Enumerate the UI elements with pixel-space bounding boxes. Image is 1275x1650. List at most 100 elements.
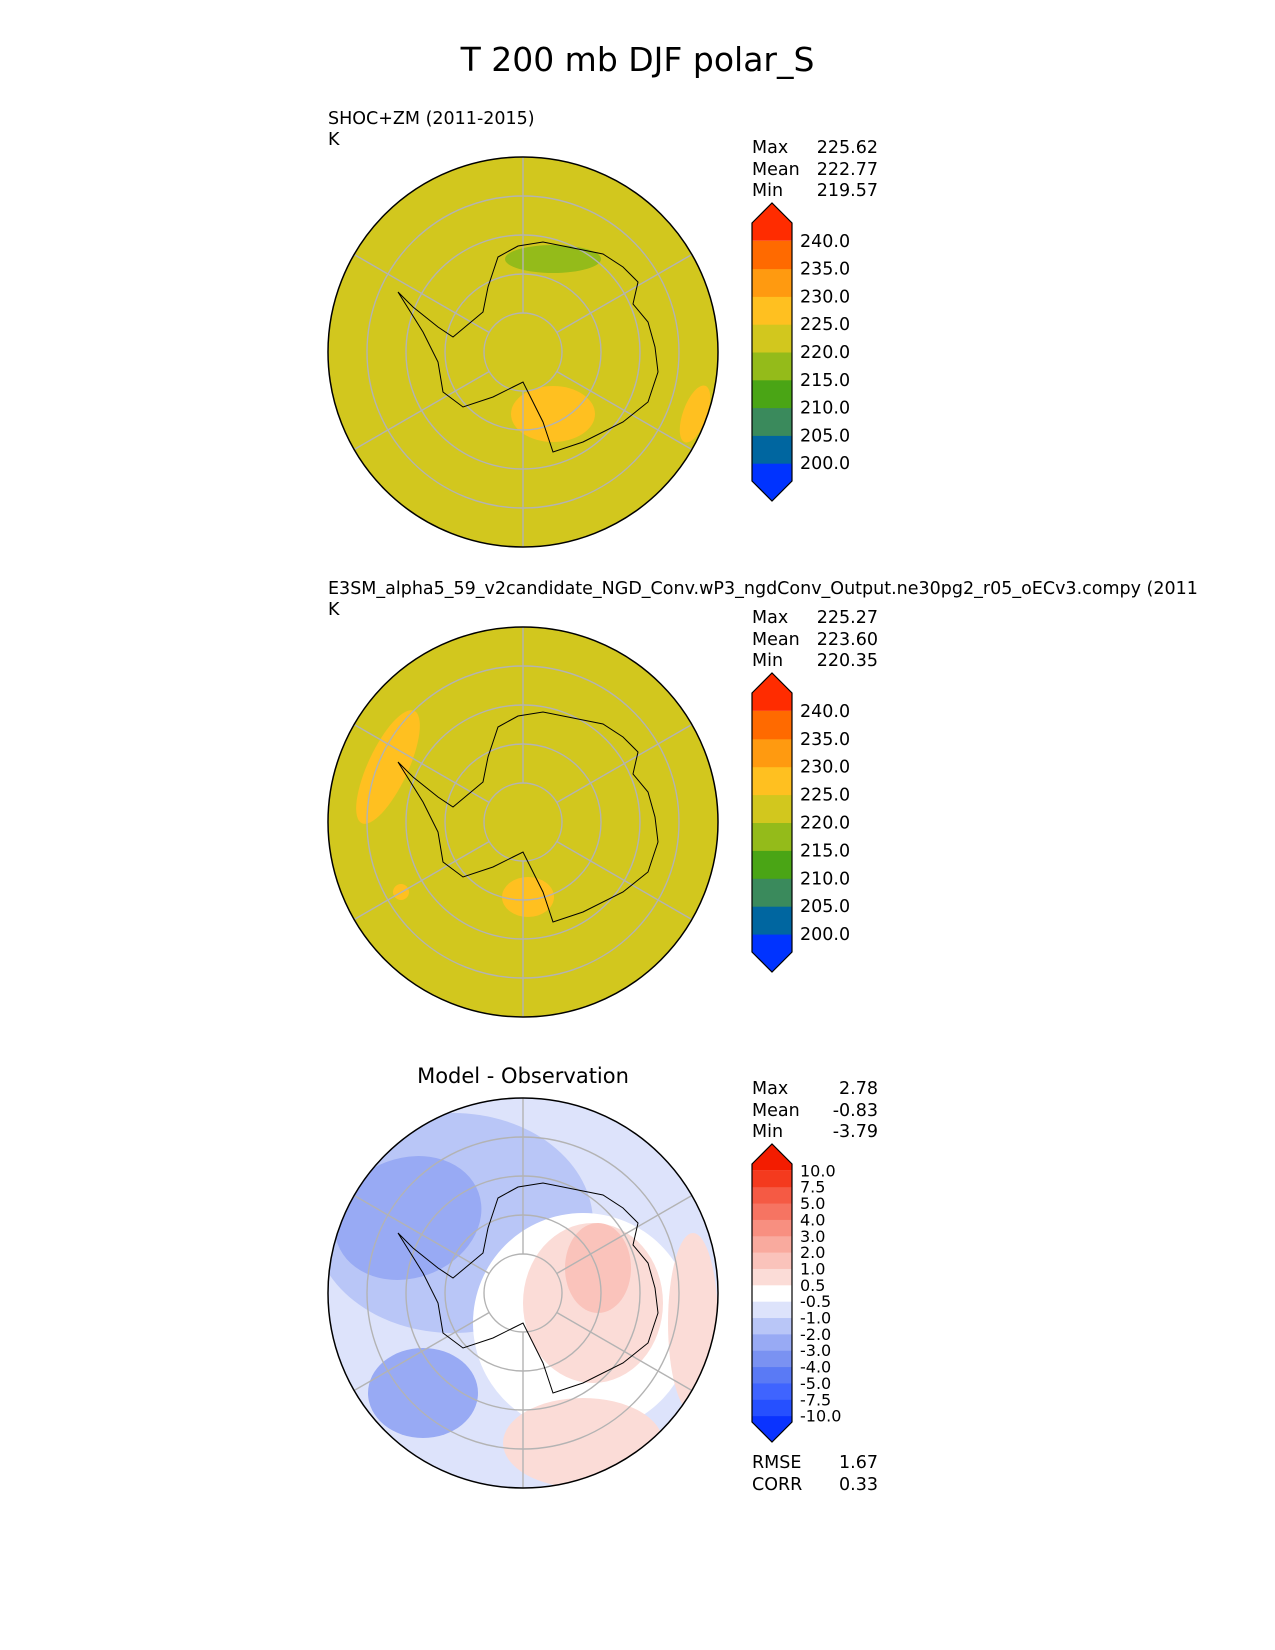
colorbar-tick-label: 240.0 <box>800 702 850 722</box>
colorbar-swatch <box>752 407 792 436</box>
map-frame <box>327 156 719 548</box>
panel3-metrics: RMSE 1.67 CORR 0.33 <box>752 1453 878 1496</box>
colorbar-tick-label: 225.0 <box>800 315 850 335</box>
colorbar-tick-label: 220.0 <box>800 343 850 363</box>
contour-field <box>328 1098 718 1488</box>
colorbar-tick-label: 4.0 <box>800 1210 825 1229</box>
polar-map <box>327 626 719 1018</box>
warm-region-edge <box>679 385 711 443</box>
colorbar-swatch <box>752 268 792 297</box>
colorbar-extend-high <box>752 203 792 241</box>
colorbar-tick-label: 210.0 <box>800 869 850 889</box>
stat-value: 225.62 <box>816 138 878 158</box>
positive-core <box>565 1223 631 1313</box>
stat-label: Max <box>752 138 789 158</box>
map-frame <box>327 1097 719 1489</box>
colorbar-swatch <box>752 850 792 879</box>
colorbar-swatch <box>752 1252 792 1269</box>
colorbar-tick-label: 240.0 <box>800 232 850 252</box>
colorbar-tick-label: 235.0 <box>800 730 850 750</box>
metric-label: RMSE <box>752 1453 802 1473</box>
colorbar-extend-low <box>752 934 792 972</box>
positive-region <box>503 1398 663 1488</box>
colorbar-swatch <box>752 324 792 353</box>
stat-label: Max <box>752 1079 789 1099</box>
field-background <box>328 627 718 1017</box>
colorbar-tick-label: 7.5 <box>800 1178 825 1197</box>
colorbar-extend-low <box>752 463 792 501</box>
stat-label: Max <box>752 608 789 628</box>
panel1-stats: Max 225.62 Mean 222.77 Min 219.57 <box>752 138 878 203</box>
colorbar-tick-label: 215.0 <box>800 841 850 861</box>
colorbar-tick-label: 220.0 <box>800 814 850 834</box>
colorbar-tick-label: 230.0 <box>800 287 850 307</box>
colorbar-extend-high <box>752 1144 792 1171</box>
colorbar: 200.0 205.0 210.0 215.0 220.0 225.0 230.0 235.0… <box>751 672 850 973</box>
warm-region <box>356 710 420 824</box>
colorbar: -10.0-7.5-5.0-4.0-3.0-2.0-1.0-0.50.51.02… <box>751 1143 841 1443</box>
colorbar-tick-label: 0.5 <box>800 1276 825 1295</box>
panel2-stats: Max 225.27 Mean 223.60 Min 220.35 <box>752 608 878 673</box>
colorbar-swatch <box>752 766 792 796</box>
colorbar-tick-label: 235.0 <box>800 260 850 280</box>
contour-field <box>328 627 718 1017</box>
negative-region <box>334 1156 482 1280</box>
colorbar-swatch <box>752 1219 792 1237</box>
colorbar-extend-high <box>752 673 792 711</box>
panel2-title: E3SM_alpha5_59_v2candidate_NGD_Conv.wP3_… <box>328 579 1198 599</box>
colorbar-tick-label: 200.0 <box>800 454 850 474</box>
stat-label: Min <box>752 181 784 201</box>
colorbar-tick-label: -1.0 <box>800 1309 831 1328</box>
colorbar-swatch <box>752 240 792 270</box>
colorbar-tick-label: 1.0 <box>800 1259 825 1278</box>
stat-value: 2.78 <box>839 1079 878 1099</box>
colorbar-swatch <box>752 296 792 325</box>
colorbar-swatch <box>752 379 792 409</box>
colorbar-swatch <box>752 1170 792 1188</box>
meridian-line <box>556 723 693 804</box>
stat-value: 222.77 <box>816 159 878 180</box>
colorbar-tick-label: 225.0 <box>800 786 850 806</box>
colorbar-swatch <box>752 1203 792 1220</box>
colorbar-tick-label: -4.0 <box>800 1358 831 1377</box>
colorbar-swatch <box>752 1399 792 1417</box>
colorbar-tick-label: -7.5 <box>800 1390 831 1409</box>
colorbar-swatch <box>752 435 792 464</box>
meridian-line <box>353 723 490 804</box>
antarctica-coastline <box>397 1182 659 1394</box>
colorbar-tick-label: 2.0 <box>800 1243 825 1262</box>
colorbar-swatch <box>752 794 792 823</box>
graticule <box>353 157 693 547</box>
stat-label: Mean <box>752 159 800 180</box>
field-background <box>328 157 718 547</box>
colorbar-swatch <box>752 710 792 740</box>
panel2-units: K <box>328 600 340 620</box>
graticule <box>353 1098 693 1488</box>
colorbar-tick-label: 3.0 <box>800 1227 825 1246</box>
panel1-units: K <box>328 130 340 150</box>
antarctica-coastline <box>397 241 659 453</box>
panel3-stats: Max 2.78 Mean -0.83 Min -3.79 <box>752 1079 878 1144</box>
colorbar-tick-label: 215.0 <box>800 371 850 391</box>
colorbar-swatch <box>752 878 792 907</box>
colorbar-tick-label: -2.0 <box>800 1325 831 1344</box>
colorbar-swatch <box>752 1333 792 1351</box>
polar-map <box>327 1097 719 1489</box>
stat-label: Mean <box>752 1100 800 1121</box>
colorbar-tick-label: 205.0 <box>800 426 850 446</box>
colorbar-tick-label: 200.0 <box>800 925 850 945</box>
colorbar-swatch <box>752 906 792 935</box>
stat-value: -3.79 <box>832 1122 878 1142</box>
polar-map <box>327 156 719 548</box>
metric-value: 1.67 <box>839 1453 878 1473</box>
negative-region <box>368 1348 478 1438</box>
colorbar-outline <box>751 202 793 502</box>
colorbar-outline <box>751 672 793 973</box>
colorbar-tick-label: 230.0 <box>800 758 850 778</box>
stat-value: 223.60 <box>816 629 878 650</box>
colorbar-swatch <box>752 1186 792 1204</box>
colorbar-swatch <box>752 1268 792 1286</box>
meridian-line <box>556 1194 693 1275</box>
meridian-line <box>556 253 693 334</box>
